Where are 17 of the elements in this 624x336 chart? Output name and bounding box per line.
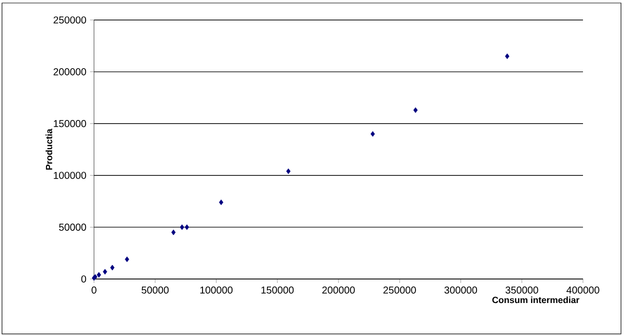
x-tick-label: 150000 xyxy=(261,286,294,294)
x-tick-label: 250000 xyxy=(383,286,416,294)
x-tick-label: 200000 xyxy=(322,286,355,294)
y-axis-title: Productia xyxy=(46,128,52,170)
x-tick-label: 0 xyxy=(92,286,96,294)
x-tick-label: 50000 xyxy=(142,286,169,294)
y-tick-label: 150000 xyxy=(54,120,86,128)
y-tick-label: 250000 xyxy=(54,16,86,24)
x-tick-label: 300000 xyxy=(444,286,478,294)
y-tick-label: 200000 xyxy=(54,68,86,76)
y-tick-label: 0 xyxy=(81,275,86,283)
y-tick-label: 50000 xyxy=(59,224,86,231)
x-tick-label: 350000 xyxy=(506,286,538,294)
x-axis-title: Consum intermediar xyxy=(492,296,580,304)
x-tick-label: 400000 xyxy=(566,286,600,294)
x-tick-label: 100000 xyxy=(200,286,233,294)
y-tick-label: 100000 xyxy=(54,172,86,179)
